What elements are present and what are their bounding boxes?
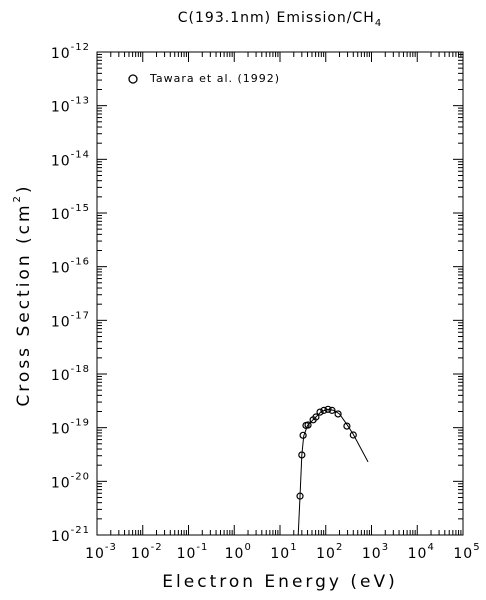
tick-base: 10 xyxy=(51,100,71,116)
tick-label: 10-17 xyxy=(51,310,90,330)
tick-label: 103 xyxy=(362,542,389,562)
tick-base: 10 xyxy=(51,153,71,169)
tick-exponent: 1 xyxy=(290,542,297,553)
tick-exponent: 0 xyxy=(244,542,251,553)
y-label-text: Cross Section (cm xyxy=(14,202,34,406)
tick-base: 10 xyxy=(270,546,290,562)
tick-base: 10 xyxy=(85,546,105,562)
tick-base: 10 xyxy=(453,546,473,562)
y-label-sup: 2 xyxy=(12,193,23,202)
data-point xyxy=(349,431,357,439)
tick-base: 10 xyxy=(131,546,151,562)
tick-base: 10 xyxy=(225,546,245,562)
tick-label: 10-20 xyxy=(51,471,90,491)
chart-title: C(193.1nm) Emission/CH4 xyxy=(178,10,382,29)
tick-base: 10 xyxy=(51,529,71,545)
tick-label: 10-3 xyxy=(85,542,117,562)
y-axis-label: Cross Section (cm2) xyxy=(12,183,34,406)
tick-base: 10 xyxy=(177,546,197,562)
tick-label: 10-16 xyxy=(51,257,90,277)
tick-base: 10 xyxy=(51,207,71,223)
tick-label: 10-2 xyxy=(131,542,163,562)
tick-label: 10-15 xyxy=(51,203,90,223)
tick-base: 10 xyxy=(51,261,71,277)
legend-marker xyxy=(128,74,138,84)
tick-base: 10 xyxy=(408,546,428,562)
tick-label: 100 xyxy=(225,542,252,562)
tick-exponent: -16 xyxy=(71,257,90,268)
tick-exponent: -17 xyxy=(71,310,90,321)
x-axis-label: Electron Energy (eV) xyxy=(162,572,397,592)
tick-exponent: -13 xyxy=(71,96,90,107)
tick-label: 104 xyxy=(408,542,435,562)
tick-exponent: 4 xyxy=(427,542,434,553)
tick-label: 101 xyxy=(270,542,297,562)
tick-base: 10 xyxy=(51,368,71,384)
data-point xyxy=(316,408,324,416)
tick-exponent: -18 xyxy=(71,364,90,375)
tick-exponent: -1 xyxy=(196,542,208,553)
tick-exponent: -19 xyxy=(71,418,90,429)
data-point xyxy=(312,413,320,421)
legend-label: Tawara et al. (1992) xyxy=(149,72,280,85)
data-point xyxy=(334,410,342,418)
tick-label: 10-18 xyxy=(51,364,90,384)
tick-base: 10 xyxy=(51,422,71,438)
data-point xyxy=(343,422,351,430)
tick-base: 10 xyxy=(316,546,336,562)
tick-exponent: -20 xyxy=(71,471,90,482)
tick-exponent: -2 xyxy=(151,542,163,553)
tick-exponent: -3 xyxy=(105,542,117,553)
tick-exponent: -14 xyxy=(71,149,90,160)
tick-label: 10-14 xyxy=(51,149,90,169)
tick-label: 105 xyxy=(453,542,480,562)
tick-base: 10 xyxy=(51,46,71,62)
tick-base: 10 xyxy=(51,314,71,330)
tick-label: 10-1 xyxy=(177,542,209,562)
tick-base: 10 xyxy=(51,475,71,491)
tick-exponent: -15 xyxy=(71,203,90,214)
tick-exponent: -12 xyxy=(71,42,90,53)
plot-frame xyxy=(96,51,464,536)
tick-label: 10-13 xyxy=(51,96,90,116)
tick-label: 10-12 xyxy=(51,42,90,62)
tick-label: 102 xyxy=(316,542,343,562)
data-point xyxy=(320,406,328,414)
data-point xyxy=(304,421,312,429)
tick-exponent: 3 xyxy=(382,542,389,553)
title-text: C(193.1nm) Emission/CH xyxy=(178,10,375,26)
tick-exponent: -21 xyxy=(71,525,90,536)
data-point xyxy=(324,405,332,413)
fit-line xyxy=(297,408,369,536)
tick-exponent: 2 xyxy=(336,542,343,553)
tick-label: 10-19 xyxy=(51,418,90,438)
tick-label: 10-21 xyxy=(51,525,90,545)
tick-exponent: 5 xyxy=(473,542,480,553)
title-subscript: 4 xyxy=(375,18,382,29)
tick-base: 10 xyxy=(362,546,382,562)
y-label-end: ) xyxy=(14,183,34,193)
data-point xyxy=(328,406,336,414)
